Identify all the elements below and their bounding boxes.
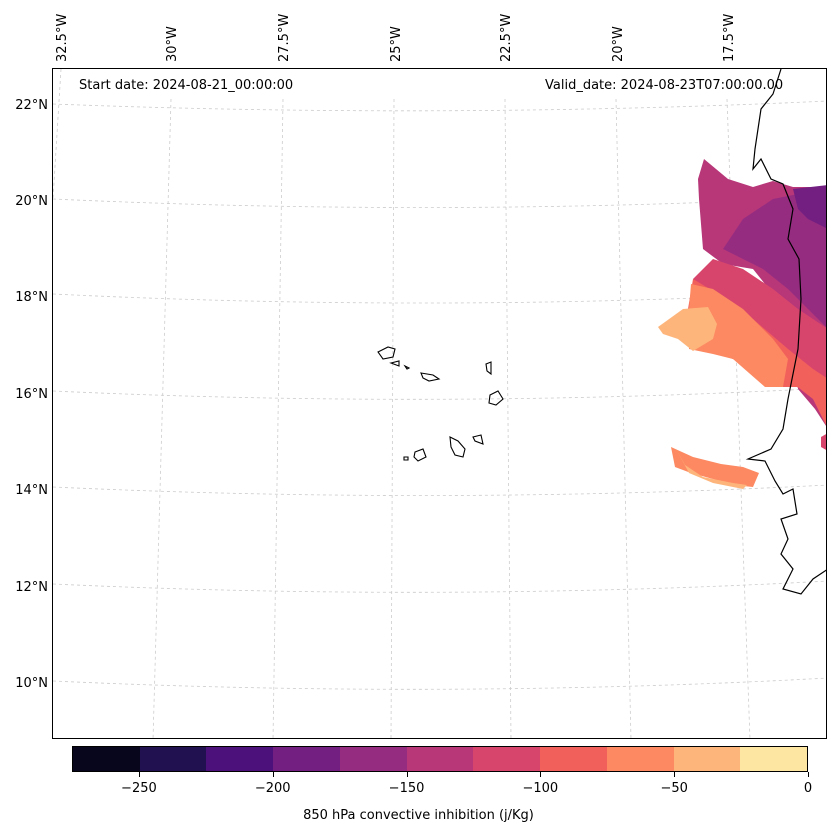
lon-label-32-5w: 32.5°W — [55, 13, 70, 62]
parallel-line — [53, 100, 826, 112]
island-boa-vista — [488, 390, 504, 406]
island-fogo — [413, 448, 427, 462]
island-santo-antao — [377, 346, 396, 360]
west-africa-coastline — [745, 69, 826, 595]
parallel-line — [53, 580, 826, 593]
meridian-line — [53, 69, 62, 200]
cin-contours — [658, 159, 826, 489]
colorbar-tick-label: −150 — [388, 781, 425, 796]
colorbar-tick — [674, 772, 676, 777]
colorbar-tick-label: −250 — [121, 781, 157, 796]
lat-label-20n: 20°N — [15, 194, 48, 209]
meridian-line — [272, 98, 284, 738]
parallel-line — [53, 387, 826, 400]
island-sao-nicolau — [420, 372, 441, 382]
lon-label-22-5w: 22.5°W — [499, 13, 514, 62]
island-sao-vicente — [389, 360, 400, 367]
colorbar-title: 850 hPa convective inhibition (j/Kg) — [303, 808, 534, 823]
lat-label-18n: 18°N — [15, 290, 48, 305]
graticule — [53, 69, 826, 738]
cin-region-minus-75 — [689, 284, 788, 387]
lat-label-12n: 12°N — [15, 580, 48, 595]
colorbar-segment — [473, 747, 541, 771]
colorbar-tick — [540, 772, 542, 777]
colorbar-tick-label: 0 — [803, 781, 813, 796]
valid-date-label: Valid_date: 2024-08-23T07:00:00.00 — [545, 78, 784, 93]
island-brava — [403, 456, 409, 461]
colorbar-segment — [206, 747, 274, 771]
island-sal — [485, 361, 492, 376]
colorbar-tick-label: −100 — [522, 781, 559, 796]
colorbar-tick — [272, 772, 274, 777]
lat-label-22n: 22°N — [15, 98, 48, 113]
start-date-label: Start date: 2024-08-21_00:00:00 — [79, 78, 294, 93]
colorbar-tick — [406, 772, 408, 777]
colorbar-segment — [540, 747, 607, 771]
cin-region-minus-50 — [658, 307, 717, 351]
colorbar-segment — [73, 747, 140, 771]
meridian-line — [726, 98, 751, 738]
island-maio — [472, 434, 484, 445]
meridian-line — [390, 98, 395, 738]
colorbar-tick — [138, 772, 140, 777]
island-santiago — [449, 436, 466, 458]
colorbar-segment — [273, 747, 340, 771]
lat-label-16n: 16°N — [15, 387, 48, 402]
lon-label-20w: 20°W — [611, 26, 626, 62]
map-canvas — [53, 69, 826, 738]
colorbar-segment — [673, 747, 741, 771]
cin-region-minus-200 — [793, 185, 826, 228]
lat-label-14n: 14°N — [15, 483, 48, 498]
meridian-line — [152, 98, 172, 738]
lon-label-30w: 30°W — [165, 26, 180, 62]
meridian-line — [615, 98, 632, 738]
cin-region-south-band-light — [675, 447, 747, 489]
parallel-line — [53, 677, 826, 690]
lon-label-27-5w: 27.5°W — [277, 13, 292, 62]
meridian-line — [504, 98, 512, 738]
colorbar-segment — [606, 747, 674, 771]
island-santa-luzia — [403, 364, 411, 370]
lat-label-10n: 10°N — [15, 676, 48, 691]
colorbar-segment — [406, 747, 474, 771]
lon-label-25w: 25°W — [389, 26, 404, 62]
colorbar-segment — [139, 747, 207, 771]
colorbar-segment — [740, 747, 808, 771]
parallel-line — [53, 484, 826, 496]
map-panel[interactable] — [52, 68, 827, 739]
cape-verde-islands — [377, 346, 504, 462]
colorbar-tick-label: −200 — [254, 781, 291, 796]
cin-region-edge — [821, 434, 826, 450]
colorbar-tick — [808, 772, 809, 777]
lon-label-17-5w: 17.5°W — [722, 13, 737, 62]
colorbar-tick-label: −50 — [660, 781, 688, 796]
colorbar — [72, 746, 808, 772]
cin-region-south-band — [671, 447, 759, 487]
colorbar-segment — [339, 747, 407, 771]
